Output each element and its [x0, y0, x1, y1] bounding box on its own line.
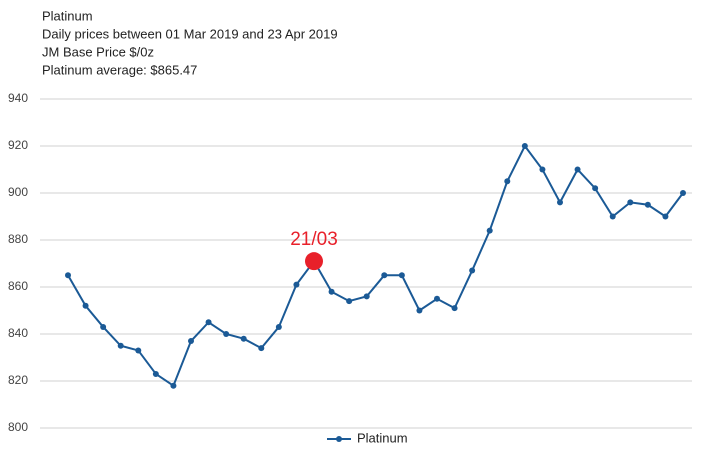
point [293, 281, 300, 288]
point [346, 298, 353, 305]
point [188, 338, 194, 345]
point [592, 185, 599, 192]
y-tick-label: 820 [8, 373, 28, 387]
point [82, 302, 89, 309]
point [240, 335, 247, 342]
chart-subtitle: JM Base Price $/0z [42, 44, 154, 59]
point [205, 319, 212, 326]
point [170, 382, 177, 389]
point [117, 342, 124, 349]
point [328, 288, 335, 295]
y-tick-label: 880 [8, 232, 28, 246]
chart-subtitle: Platinum average: $865.47 [42, 62, 197, 77]
point [223, 331, 230, 337]
line [67, 144, 684, 388]
point [398, 272, 405, 279]
y-tick-label: 940 [8, 91, 28, 105]
y-tick-label: 840 [8, 326, 28, 340]
point [627, 199, 634, 206]
point [152, 370, 159, 377]
point [65, 272, 71, 279]
point [680, 190, 686, 196]
legend-label: Platinum [357, 430, 408, 445]
chart-subtitle: Daily prices between 01 Mar 2019 and 23 … [42, 26, 338, 41]
point [609, 213, 616, 220]
point [469, 267, 476, 274]
y-tick-label: 800 [8, 420, 28, 434]
point [644, 201, 651, 208]
y-tick-label: 900 [8, 185, 28, 199]
point [504, 178, 511, 185]
point [381, 272, 388, 279]
point [574, 166, 581, 173]
legend-swatch [336, 436, 342, 442]
y-tick-label: 920 [8, 138, 28, 152]
point [451, 305, 458, 312]
point [275, 323, 282, 330]
point [434, 295, 440, 302]
point [416, 307, 423, 314]
point [662, 213, 669, 220]
highlight-point [305, 252, 323, 271]
chart-title: Platinum [42, 8, 93, 23]
point [557, 199, 563, 206]
point [258, 345, 265, 352]
point [486, 227, 493, 234]
point [135, 347, 142, 354]
point [363, 293, 370, 300]
highlight-label: 21/03 [290, 229, 338, 250]
point [539, 166, 546, 173]
point [521, 143, 528, 149]
point [100, 323, 107, 330]
y-tick-label: 860 [8, 279, 28, 293]
